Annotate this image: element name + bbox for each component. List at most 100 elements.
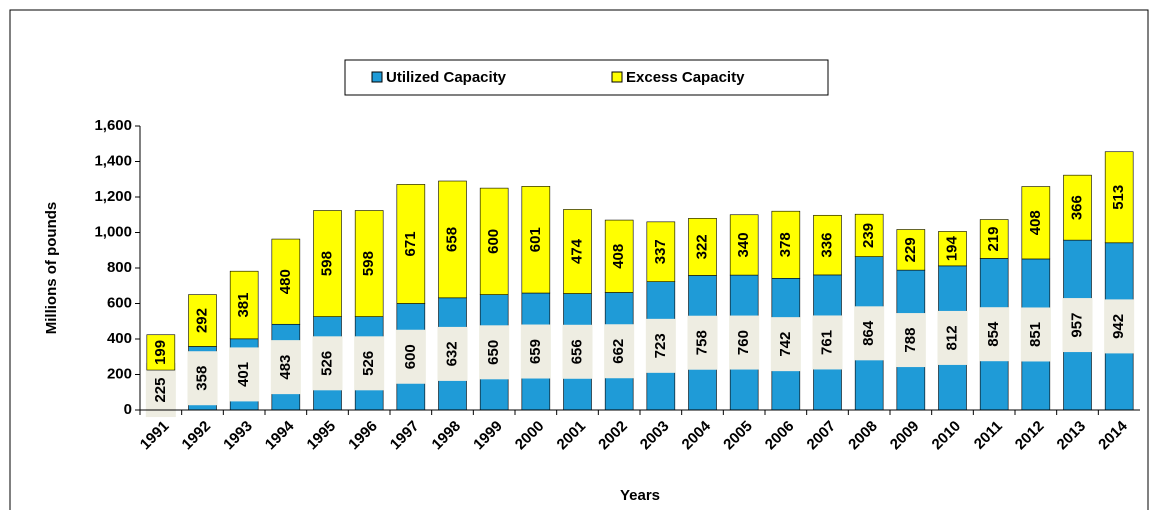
y-tick-label: 0	[124, 401, 132, 418]
x-tick-label: 2001	[554, 418, 590, 454]
data-label: 340	[735, 232, 752, 257]
data-label-box	[145, 363, 176, 418]
bar-segment	[313, 210, 342, 317]
legend-label: Utilized Capacity	[386, 69, 507, 86]
data-label: 292	[193, 308, 210, 333]
x-tick-label: 2005	[720, 418, 756, 454]
data-label: 336	[818, 233, 835, 258]
x-tick-label: 1998	[429, 418, 465, 454]
x-tick-label: 2011	[971, 418, 1006, 453]
x-tick-label: 2013	[1054, 418, 1090, 454]
bar-segment	[1021, 186, 1051, 260]
data-label-box	[854, 306, 885, 361]
bar-segment	[729, 214, 759, 276]
data-label-box	[812, 315, 843, 370]
y-tick-label: 1,200	[94, 188, 132, 205]
data-label: 480	[277, 269, 294, 294]
data-label: 322	[693, 234, 710, 259]
x-tick-label: 2010	[929, 418, 965, 454]
data-label: 632	[443, 341, 460, 366]
bar-segment	[771, 210, 801, 279]
data-label: 526	[360, 351, 377, 376]
data-label: 742	[777, 332, 794, 357]
data-label: 864	[860, 320, 877, 346]
y-tick-label: 600	[107, 294, 132, 311]
data-label: 942	[1110, 314, 1127, 339]
data-label-box	[645, 318, 676, 373]
data-label-box	[270, 340, 301, 395]
data-label-box	[895, 313, 926, 368]
data-label: 358	[193, 366, 210, 391]
data-label: 788	[902, 328, 919, 353]
data-label-box	[770, 317, 801, 372]
x-tick-label: 2002	[595, 418, 631, 454]
data-label: 601	[527, 227, 544, 252]
data-label-box	[312, 336, 343, 391]
bar-segment	[354, 210, 384, 317]
bar-segment	[229, 270, 259, 340]
bar-segment	[813, 214, 842, 276]
data-label: 812	[943, 325, 960, 350]
data-label-box	[395, 329, 426, 384]
bar-segment	[604, 219, 634, 293]
data-label: 723	[652, 333, 669, 358]
data-label-box	[187, 351, 218, 406]
y-tick-label: 1,400	[94, 152, 132, 169]
bar-segment	[396, 184, 426, 304]
x-tick-label: 1996	[345, 418, 381, 454]
data-label: 381	[235, 292, 252, 317]
x-tick-label: 1991	[137, 418, 173, 454]
data-label-box	[687, 315, 718, 370]
x-tick-label: 2007	[804, 418, 840, 454]
data-label: 194	[943, 235, 960, 261]
y-tick-label: 1,600	[94, 117, 132, 134]
data-label: 526	[318, 351, 335, 376]
data-label: 650	[485, 340, 502, 365]
data-label: 408	[610, 244, 627, 269]
bar-segment	[188, 294, 217, 347]
data-label-box	[937, 310, 968, 365]
data-label-box	[979, 307, 1010, 362]
legend-swatch	[371, 71, 383, 83]
x-tick-label: 2006	[762, 418, 798, 454]
x-tick-label: 2003	[637, 418, 673, 454]
data-label: 671	[402, 231, 419, 256]
legend-label: Excess Capacity	[626, 69, 745, 86]
bar-segment	[979, 219, 1009, 259]
data-label: 239	[860, 223, 877, 248]
bar-segment	[688, 218, 717, 276]
data-label-box	[229, 347, 260, 402]
bar-segment	[1063, 174, 1092, 241]
chart-border	[9, 9, 1149, 510]
data-label: 378	[777, 232, 794, 257]
data-label: 229	[902, 237, 919, 262]
x-tick-label: 1995	[304, 418, 340, 454]
bar-segment	[646, 221, 676, 282]
data-label-box	[520, 324, 551, 379]
data-label: 854	[985, 321, 1002, 347]
data-label: 659	[527, 339, 544, 364]
x-tick-label: 1994	[262, 417, 298, 453]
data-label-box	[1104, 299, 1135, 354]
x-tick-label: 1993	[220, 418, 256, 454]
legend-box	[344, 59, 829, 96]
bar-segment	[854, 213, 884, 257]
x-tick-label: 1999	[470, 418, 506, 454]
bar-segment	[271, 238, 301, 325]
x-tick-label: 2004	[679, 417, 715, 453]
data-label: 600	[402, 344, 419, 369]
bar-segment	[563, 209, 592, 294]
data-label: 851	[1027, 322, 1044, 347]
data-label-box	[437, 326, 468, 381]
data-label: 483	[277, 355, 294, 380]
data-label: 761	[818, 330, 835, 355]
bar-segment	[521, 186, 551, 294]
x-tick-label: 1992	[179, 418, 215, 454]
data-label: 957	[1068, 313, 1085, 338]
data-label-box	[1062, 298, 1093, 353]
data-label: 598	[360, 251, 377, 276]
data-label-box	[729, 315, 760, 370]
bar-segment	[1104, 151, 1134, 244]
data-label-box	[479, 325, 510, 380]
